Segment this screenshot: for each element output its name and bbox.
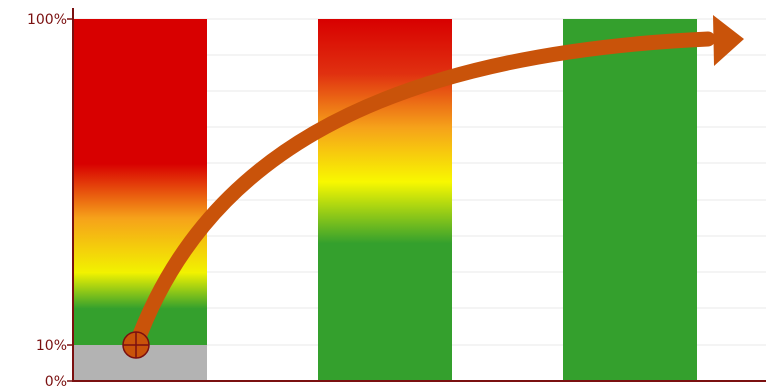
bars	[73, 19, 697, 381]
start-marker-icon	[122, 331, 150, 359]
y-tick-labels: 0% 10% 100%	[27, 12, 67, 389]
bar-1	[73, 19, 207, 345]
y-tick-label: 0%	[45, 374, 67, 389]
trend-arrow	[122, 15, 744, 359]
trend-arrow-head	[713, 15, 744, 66]
bar-3	[563, 19, 697, 381]
bar-2	[318, 19, 452, 381]
y-tick-label: 10%	[36, 338, 67, 354]
axes	[67, 8, 766, 382]
y-tick-label: 100%	[27, 12, 67, 28]
trend-arrow-shaft	[128, 31, 716, 353]
